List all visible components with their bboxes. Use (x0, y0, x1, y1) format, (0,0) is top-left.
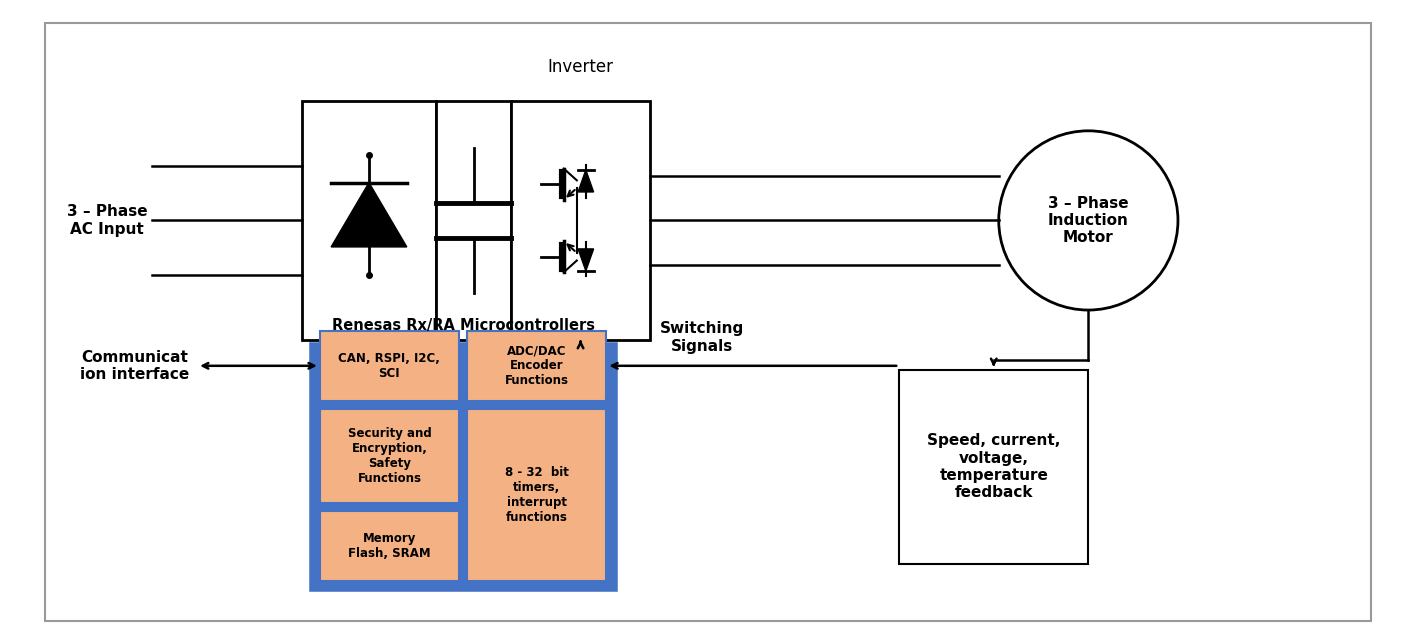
Bar (320, 331, 459, 401)
Bar (467, 331, 606, 401)
Polygon shape (331, 182, 406, 247)
Text: Inverter: Inverter (548, 58, 613, 76)
Text: Renesas Rx/RA Microcontrollers: Renesas Rx/RA Microcontrollers (333, 318, 595, 333)
Text: CAN, RSPI, I2C,
SCI: CAN, RSPI, I2C, SCI (338, 352, 440, 380)
Bar (899, 370, 1089, 564)
Polygon shape (578, 249, 593, 271)
Bar (511, 101, 650, 340)
Text: 8 - 32  bit
timers,
interrupt
functions: 8 - 32 bit timers, interrupt functions (506, 466, 569, 524)
Text: ADC/DAC
Encoder
Functions: ADC/DAC Encoder Functions (504, 344, 569, 387)
Bar (467, 408, 606, 581)
Text: Communicat
ion interface: Communicat ion interface (81, 349, 190, 382)
Text: 3 – Phase
Induction
Motor: 3 – Phase Induction Motor (1048, 196, 1129, 245)
Polygon shape (578, 170, 593, 192)
Text: Security and
Encryption,
Safety
Functions: Security and Encryption, Safety Function… (347, 427, 432, 485)
Bar (320, 408, 459, 503)
Bar (312, 345, 616, 589)
Text: Switching
Signals: Switching Signals (660, 321, 745, 354)
Bar (320, 511, 459, 581)
Bar (302, 101, 436, 340)
Text: 3 – Phase
AC Input: 3 – Phase AC Input (67, 204, 147, 237)
Text: Speed, current,
voltage,
temperature
feedback: Speed, current, voltage, temperature fee… (927, 433, 1061, 500)
Text: Memory
Flash, SRAM: Memory Flash, SRAM (348, 532, 430, 560)
Bar (436, 101, 511, 340)
